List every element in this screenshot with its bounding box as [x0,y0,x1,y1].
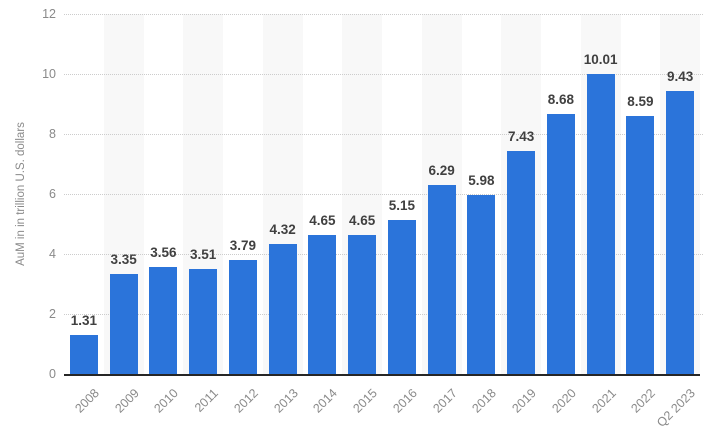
bar-value-label: 3.79 [229,238,257,254]
y-axis-tick-label: 4 [49,247,56,261]
y-axis-tick-label: 10 [42,67,56,81]
bar-2018[interactable] [467,194,496,374]
bar-2012[interactable] [228,260,257,374]
bar-q2-2023[interactable] [666,91,695,374]
x-axis-line [64,374,700,376]
bar-2013[interactable] [268,244,297,374]
bar-value-label: 4.65 [348,212,376,228]
bar-2020[interactable] [546,113,575,374]
bar-value-label: 9.43 [666,69,694,85]
bar-2009[interactable] [109,273,138,374]
gridline [64,74,703,75]
y-axis-tick-label: 12 [42,7,56,21]
bar-value-label: 1.31 [70,312,98,328]
gridline [64,14,703,15]
bar-value-label: 5.98 [468,172,495,188]
bar-value-label: 3.56 [150,245,177,261]
bar-2019[interactable] [507,151,536,374]
bar-2015[interactable] [348,234,377,374]
bar-value-label: 10.01 [583,51,618,67]
bar-value-label: 8.68 [547,91,575,107]
bar-value-label: 3.35 [110,251,137,267]
gridline [64,254,703,255]
bar-2010[interactable] [149,267,178,374]
bar-value-label: 4.32 [269,222,296,238]
bar-2017[interactable] [427,185,456,374]
bar-2011[interactable] [189,268,218,374]
gridline [64,314,703,315]
bar-2021[interactable] [586,73,615,374]
gridline [64,194,703,195]
y-axis-tick-label: 0 [49,367,56,381]
bar-value-label: 3.51 [189,246,217,262]
y-axis-tick-label: 2 [49,307,56,321]
bar-value-label: 6.29 [428,163,455,179]
bar-value-label: 4.65 [309,212,336,228]
bar-value-label: 8.59 [627,94,654,110]
bar-2022[interactable] [626,116,655,374]
bar-value-label: 7.43 [507,129,535,145]
bar-2016[interactable] [387,219,416,374]
y-axis-tick-label: 6 [49,187,56,201]
bar-2014[interactable] [308,234,337,374]
bar-2008[interactable] [69,334,98,374]
bar-value-label: 5.15 [388,197,416,213]
gridline [64,134,703,135]
y-axis-tick-label: 8 [49,127,56,141]
